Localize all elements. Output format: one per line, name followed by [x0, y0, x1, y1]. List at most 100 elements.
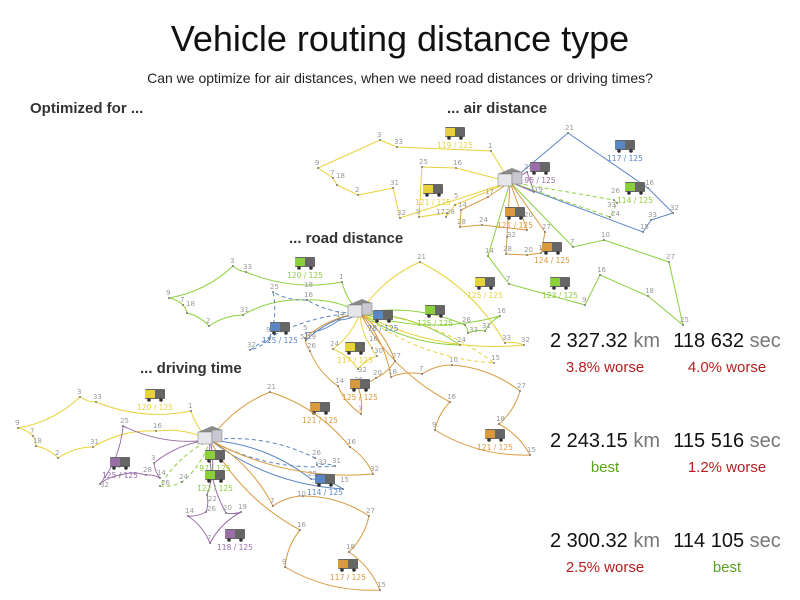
stop-label: 24	[330, 340, 339, 348]
stop-marker	[375, 377, 377, 379]
stop-marker	[504, 342, 506, 344]
stop-label: 16	[645, 179, 654, 187]
stop-label: 5	[303, 324, 307, 332]
depot-icon	[197, 426, 223, 445]
stop-label: 20	[524, 211, 533, 219]
stop-label: 16	[347, 438, 356, 446]
stop-label: 32	[521, 336, 530, 344]
stop-label: 33	[469, 326, 478, 334]
time-number: 114 105	[673, 530, 745, 552]
truck-icon	[542, 242, 562, 255]
stop-marker	[376, 355, 378, 357]
route-yellow	[331, 312, 378, 370]
stop-marker	[371, 347, 373, 349]
stop-marker	[314, 457, 316, 459]
truck-icon	[550, 277, 570, 290]
stop-label: 28	[446, 208, 455, 216]
stop-marker	[460, 209, 462, 211]
stop-label: 33	[607, 201, 616, 209]
stop-marker	[92, 446, 94, 448]
stop-marker	[459, 344, 461, 346]
stop-marker	[245, 271, 247, 273]
route-orange	[359, 312, 531, 456]
stop-marker	[499, 315, 501, 317]
stop-marker	[419, 261, 421, 263]
stop-marker	[464, 324, 466, 326]
truck-icon	[530, 162, 550, 175]
stop-marker	[187, 515, 189, 517]
truck-load-label: 118 / 125	[217, 543, 253, 552]
stop-label: 3	[230, 257, 234, 265]
stop-label: 14	[485, 247, 494, 255]
stop-marker	[372, 473, 374, 475]
stop-marker	[119, 474, 121, 476]
stop-label: 25	[120, 417, 129, 425]
time-unit: sec	[749, 530, 781, 552]
route-orange	[209, 391, 374, 476]
truck-icon	[615, 140, 635, 153]
stop-marker	[421, 166, 423, 168]
distance-unit: km	[633, 330, 661, 352]
distance-number: 2 327.32	[549, 330, 628, 352]
stop-label: 14	[157, 469, 166, 477]
stop-marker	[526, 229, 528, 231]
stop-marker	[357, 368, 359, 370]
stop-marker	[299, 529, 301, 531]
truck-icon	[625, 182, 645, 195]
stop-marker	[168, 297, 170, 299]
optimized-for-label: Optimized for ...	[30, 100, 144, 117]
stop-marker	[446, 212, 448, 214]
stop-marker	[434, 429, 436, 431]
stop-marker	[421, 373, 423, 375]
stop-label: 9	[582, 296, 586, 304]
stop-label: 15	[640, 223, 649, 231]
stop-marker	[487, 196, 489, 198]
stop-label: 22	[208, 495, 217, 503]
stop-marker	[357, 194, 359, 196]
time-number: 115 516	[673, 430, 745, 452]
stop-label: 20	[373, 369, 382, 377]
stop-marker	[481, 224, 483, 226]
route-green	[509, 181, 618, 218]
stop-label: 7	[180, 296, 184, 304]
stop-label: 27	[366, 507, 375, 515]
stop-marker	[647, 187, 649, 189]
stop-label: 18	[496, 415, 505, 423]
stop-label: 33	[502, 334, 511, 342]
truck-icon	[475, 277, 495, 290]
stop-label: 10	[297, 490, 306, 498]
truck-icon	[423, 184, 443, 197]
stop-label: 33	[318, 458, 327, 466]
stop-label: 18	[336, 172, 345, 180]
stop-label: 32	[507, 231, 516, 239]
time-result: 118 632 sec 4.0% worse	[667, 330, 787, 376]
stop-label: 9	[266, 326, 270, 334]
truck-icon	[505, 207, 525, 220]
stop-label: 32	[670, 204, 679, 212]
truck-load-label: 124 / 125	[534, 256, 570, 265]
stop-marker	[572, 246, 574, 248]
truck-load-label: 121 / 125	[415, 198, 451, 207]
time-result: 114 105 sec best	[667, 530, 787, 576]
stop-label: 26	[312, 449, 321, 457]
page-title: Vehicle routing distance type	[170, 18, 630, 59]
stop-marker	[603, 239, 605, 241]
stop-marker	[338, 319, 340, 321]
stop-label: 27	[392, 352, 401, 360]
time-unit: sec	[749, 430, 781, 452]
stop-marker	[302, 495, 304, 497]
stop-marker	[647, 295, 649, 297]
stop-marker	[17, 427, 19, 429]
distance-value: 2 327.32 km	[545, 330, 665, 353]
stop-label: 15	[340, 476, 349, 484]
stop-label: 25	[419, 158, 428, 166]
stop-label: 27	[542, 223, 551, 231]
stop-marker	[467, 332, 469, 334]
distance-unit: km	[633, 530, 661, 552]
stop-marker	[35, 445, 37, 447]
distance-number: 2 300.32	[549, 530, 628, 552]
time-value: 115 516 sec	[667, 430, 787, 453]
stop-marker	[32, 435, 34, 437]
time-comparison: 4.0% worse	[687, 359, 767, 376]
stop-label: 19	[307, 333, 316, 341]
